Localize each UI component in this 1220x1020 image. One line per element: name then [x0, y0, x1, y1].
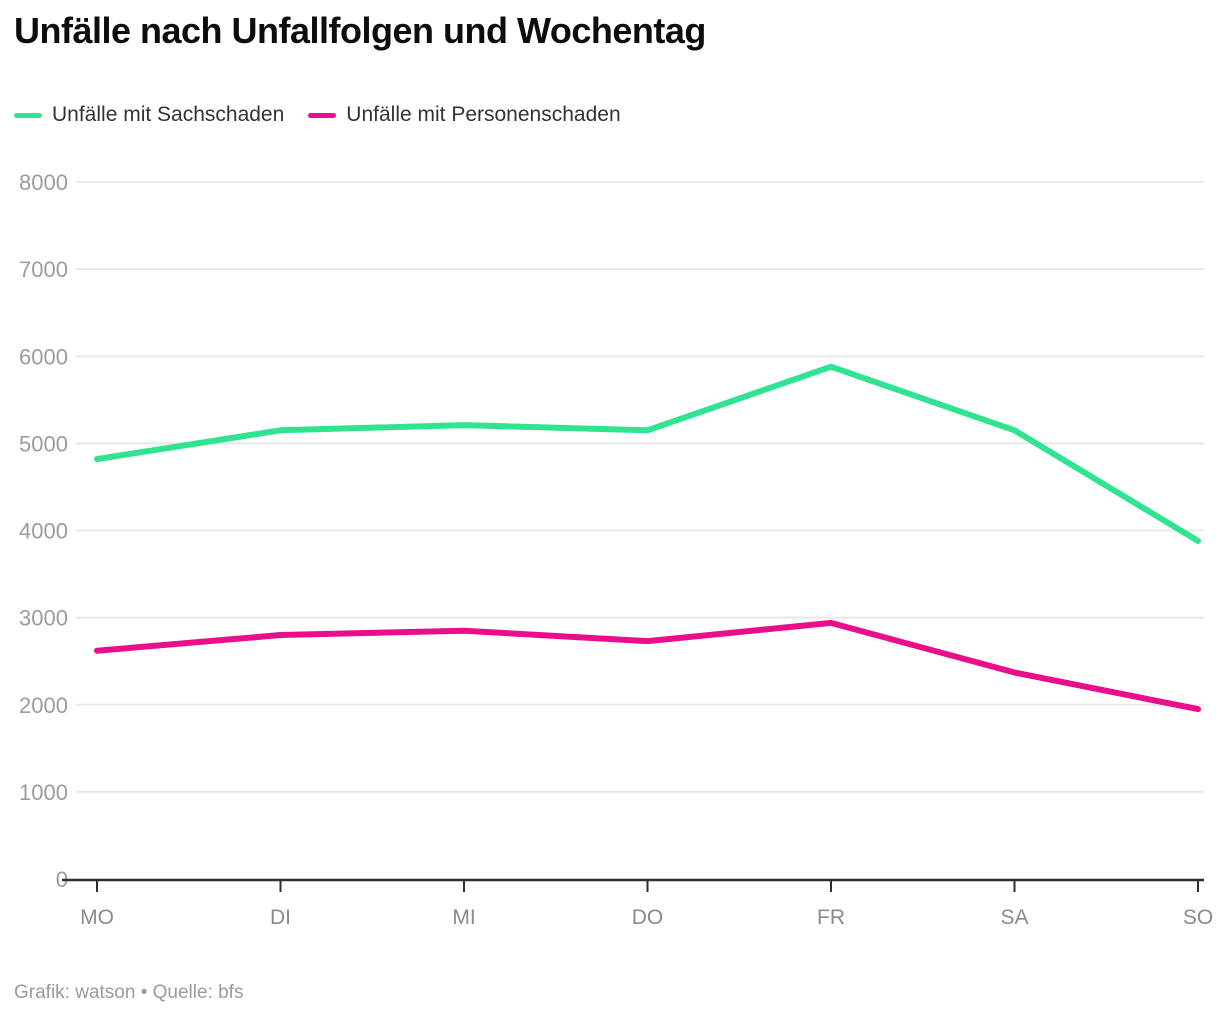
- x-tick-label: DI: [270, 906, 291, 929]
- legend-item-personenschaden: Unfälle mit Personenschaden: [308, 103, 621, 127]
- y-tick-label: 7000: [19, 257, 68, 282]
- gridlines: [76, 181, 1204, 793]
- legend: Unfälle mit Sachschaden Unfälle mit Pers…: [14, 103, 621, 127]
- y-tick-label: 0: [56, 867, 68, 892]
- y-tick-label: 2000: [19, 693, 68, 718]
- personenschaden-line: [94, 619, 1201, 713]
- x-tick-label: MI: [452, 906, 475, 929]
- legend-label-sachschaden: Unfälle mit Sachschaden: [52, 103, 285, 126]
- x-tick-label: DO: [632, 906, 664, 929]
- y-tick-label: 3000: [19, 606, 68, 631]
- y-tick-label: 5000: [19, 431, 68, 456]
- x-tick-label: SA: [1000, 906, 1028, 929]
- x-tick-label: MO: [80, 906, 114, 929]
- legend-item-sachschaden: Unfälle mit Sachschaden: [14, 103, 284, 127]
- chart-title: Unfälle nach Unfallfolgen und Wochentag: [14, 10, 706, 51]
- series-lines: [94, 363, 1201, 713]
- y-axis-labels: 0 1000 2000 3000 4000 5000 6000 7000 8000: [19, 170, 68, 892]
- x-tick-label: FR: [817, 906, 845, 929]
- x-axis-labels: MO DI MI DO FR SA SO: [80, 906, 1213, 929]
- y-tick-label: 1000: [19, 780, 68, 805]
- legend-swatch-green: [14, 112, 42, 118]
- legend-swatch-pink: [308, 112, 337, 118]
- y-tick-label: 8000: [19, 170, 68, 195]
- y-tick-label: 6000: [19, 344, 68, 369]
- source-caption: Grafik: watson • Quelle: bfs: [14, 982, 244, 1003]
- y-tick-label: 4000: [19, 519, 68, 544]
- x-axis: [62, 878, 1204, 892]
- sachschaden-line: [94, 363, 1201, 544]
- x-tick-label: SO: [1183, 906, 1213, 929]
- legend-label-personenschaden: Unfälle mit Personenschaden: [346, 103, 621, 126]
